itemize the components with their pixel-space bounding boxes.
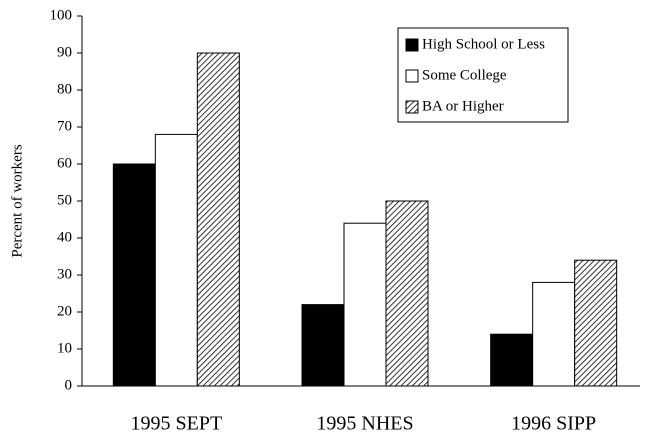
- legend-label: High School or Less: [422, 36, 545, 52]
- y-tick-label: 40: [57, 229, 72, 245]
- y-tick-label: 50: [57, 192, 72, 208]
- bar: [385, 200, 429, 387]
- bar: [532, 281, 576, 387]
- y-tick-label: 60: [57, 155, 72, 171]
- legend-label: BA or Higher: [422, 98, 504, 114]
- bar: [154, 133, 198, 387]
- y-tick-label: 100: [50, 7, 73, 23]
- y-tick-label: 70: [57, 118, 72, 134]
- x-tick-label: 1996 SIPP: [511, 413, 596, 435]
- y-tick-label: 20: [57, 303, 72, 319]
- y-tick-label: 90: [57, 44, 72, 60]
- legend-label: Some College: [422, 67, 507, 83]
- y-tick-label: 30: [57, 266, 72, 282]
- y-tick-label: 10: [57, 340, 72, 356]
- x-tick-label: 1995 SEPT: [130, 413, 222, 435]
- legend-swatch: [405, 100, 419, 114]
- y-tick-label: 80: [57, 81, 72, 97]
- legend-box: [397, 27, 569, 123]
- bar: [112, 163, 156, 387]
- bar: [343, 222, 387, 387]
- bar: [196, 52, 240, 387]
- legend-swatch: [405, 69, 419, 83]
- bar: [490, 333, 534, 387]
- bar: [301, 304, 345, 387]
- bar: [574, 259, 618, 387]
- y-tick-label: 0: [65, 377, 73, 393]
- legend-swatch: [405, 38, 419, 52]
- x-tick-label: 1995 NHES: [316, 413, 413, 435]
- y-axis-title: Percent of workers: [9, 144, 25, 257]
